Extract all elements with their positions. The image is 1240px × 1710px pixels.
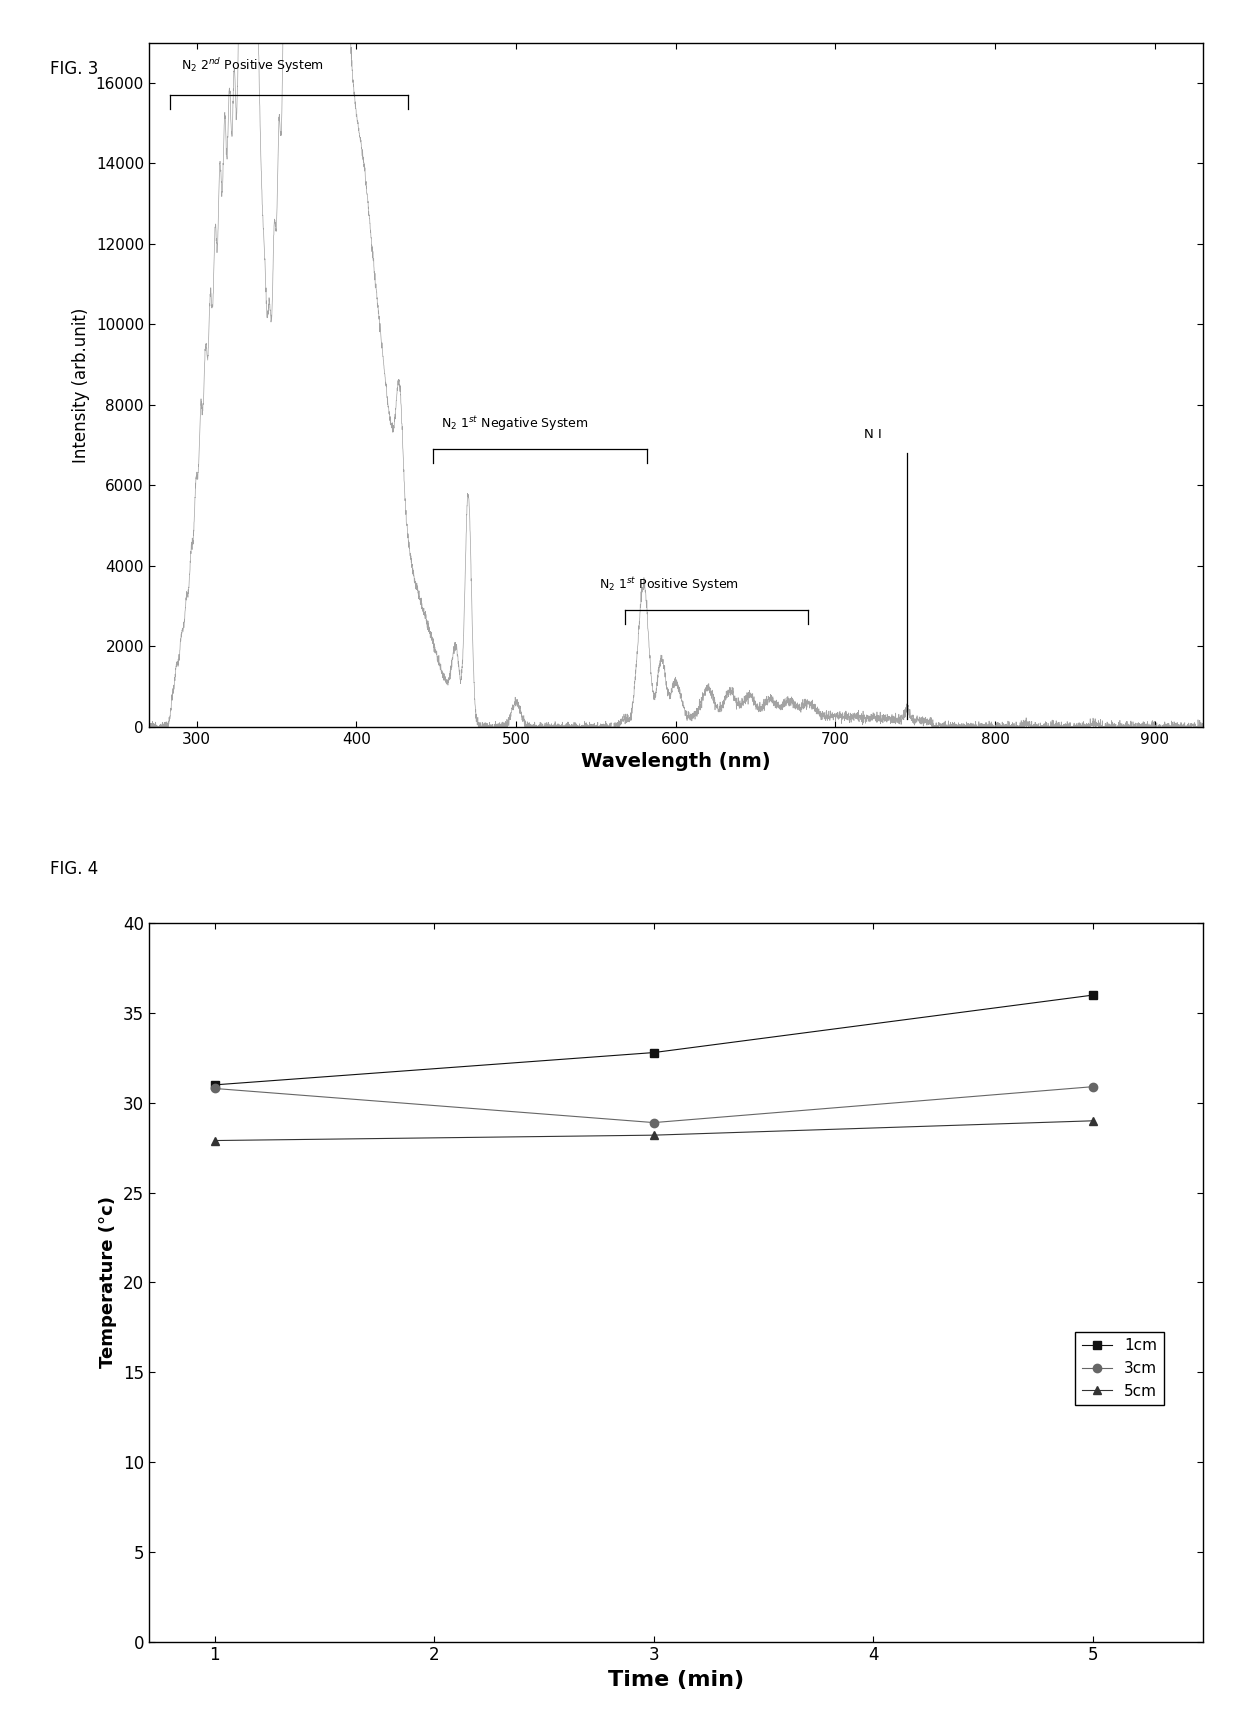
1cm [207,1074,222,1094]
Y-axis label: Intensity (arb.unit): Intensity (arb.unit) [72,308,91,462]
Text: N$_2$ 1$^{st}$ Negative System: N$_2$ 1$^{st}$ Negative System [441,414,588,433]
Line: 1cm: 1cm [211,990,1097,1089]
X-axis label: Wavelength (nm): Wavelength (nm) [582,752,770,771]
Line: 3cm: 3cm [211,1082,1097,1127]
3cm [1085,1076,1100,1096]
Legend: 1cm, 3cm, 5cm: 1cm, 3cm, 5cm [1075,1332,1163,1406]
Y-axis label: Temperature (°c): Temperature (°c) [99,1197,118,1368]
5cm [1085,1110,1100,1130]
3cm [646,1112,661,1132]
Text: FIG. 3: FIG. 3 [50,60,98,79]
1cm [1085,985,1100,1005]
5cm [207,1130,222,1151]
Text: N I: N I [864,428,882,441]
X-axis label: Time (min): Time (min) [608,1671,744,1689]
5cm [646,1125,661,1146]
Text: N$_2$ 1$^{st}$ Positive System: N$_2$ 1$^{st}$ Positive System [599,576,739,593]
1cm [646,1043,661,1064]
Line: 5cm: 5cm [211,1117,1097,1144]
3cm [207,1079,222,1100]
Text: FIG. 4: FIG. 4 [50,860,98,879]
Text: N$_2$ 2$^{nd}$ Positive System: N$_2$ 2$^{nd}$ Positive System [181,56,324,75]
